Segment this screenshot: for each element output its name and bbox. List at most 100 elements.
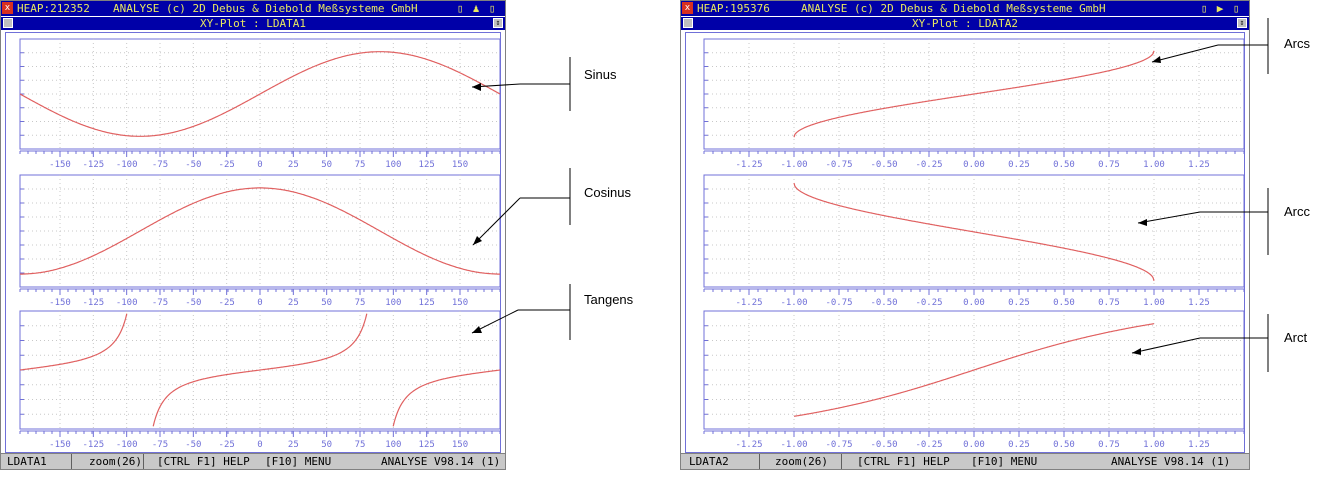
x-tick-label: 0.75 <box>1098 160 1120 170</box>
x-tick-label: -150 <box>49 160 71 170</box>
x-tick-label: -150 <box>49 440 71 450</box>
figure-icon[interactable]: ♟ <box>472 2 482 15</box>
x-tick-label: -0.75 <box>825 298 852 308</box>
x-tick-label: -0.50 <box>870 440 897 450</box>
x-tick-label: 1.25 <box>1188 160 1210 170</box>
x-tick-label: -75 <box>152 298 168 308</box>
annotation-sinus: Sinus <box>584 67 617 82</box>
status-separator <box>759 454 760 469</box>
plot-panel: -1.25 -1.00 -0.75 -0.50 -0.25 0.00 0.25 0.50 0.7… <box>703 310 1245 450</box>
app-title: ANALYSE (c) 2D Debus & Diebold Meßsystem… <box>113 2 418 15</box>
app-title: ANALYSE (c) 2D Debus & Diebold Meßsystem… <box>801 2 1106 15</box>
plot-canvas: -150 -125 -100 -75 -50 -25 0 25 50 75 100 125 150-15… <box>19 38 501 450</box>
status-zoom: zoom(26) <box>775 455 828 468</box>
x-tick-label: 0.00 <box>963 440 985 450</box>
x-tick-label: 50 <box>321 440 332 450</box>
system-menu-icon[interactable] <box>683 18 693 28</box>
x-tick-label: 0.25 <box>1008 160 1030 170</box>
x-tick-label: 25 <box>288 440 299 450</box>
status-separator <box>841 454 842 469</box>
x-tick-label: -100 <box>116 440 138 450</box>
annotation-arct: Arct <box>1284 330 1308 345</box>
x-tick-label: -125 <box>82 440 104 450</box>
screen-icon-2[interactable]: ▯ <box>488 2 498 15</box>
data-curve <box>20 187 500 275</box>
x-tick-label: 75 <box>355 298 366 308</box>
x-tick-label: 1.00 <box>1143 160 1165 170</box>
plot-title-bar: XY-Plot : LDATA2 ⇕ <box>681 17 1249 30</box>
x-tick-label: 125 <box>419 160 435 170</box>
close-icon[interactable]: x <box>2 2 13 14</box>
x-tick-label: -50 <box>185 440 201 450</box>
x-tick-label: -25 <box>219 440 235 450</box>
help-shortcut[interactable]: [CTRL F1] HELP <box>157 455 250 468</box>
data-curve <box>19 313 128 371</box>
x-tick-label: -1.00 <box>780 298 807 308</box>
x-tick-label: -0.75 <box>825 160 852 170</box>
status-bar: LDATA2 zoom(26) [CTRL F1] HELP [F10] MEN… <box>681 453 1249 469</box>
menu-shortcut[interactable]: [F10] MENU <box>971 455 1038 468</box>
title-icons: ▯ ♟ ▯ <box>453 1 501 16</box>
plot-canvas: -1.25 -1.00 -0.75 -0.50 -0.25 0.00 0.25 0.50 0.7… <box>703 38 1245 450</box>
plot-panel: -150 -125 -100 -75 -50 -25 0 25 50 75 100 125 150 <box>19 174 501 308</box>
title-icons: ▯ ▶ ▯ <box>1197 1 1245 16</box>
x-tick-label: 125 <box>419 298 435 308</box>
screen-icon[interactable]: ▯ <box>1200 2 1210 15</box>
x-tick-label: -1.00 <box>780 440 807 450</box>
x-tick-label: -0.25 <box>915 160 942 170</box>
x-tick-label: 0.00 <box>963 160 985 170</box>
title-bar[interactable]: x HEAP:212352 ANALYSE (c) 2D Debus & Die… <box>1 1 505 16</box>
status-dataset: LDATA1 <box>7 455 47 468</box>
title-bar[interactable]: x HEAP:195376 ANALYSE (c) 2D Debus & Die… <box>681 1 1249 16</box>
x-tick-label: 1.25 <box>1188 298 1210 308</box>
system-menu-icon[interactable] <box>3 18 13 28</box>
x-tick-label: -75 <box>152 160 168 170</box>
data-curve <box>793 50 1155 138</box>
heap-readout: HEAP:212352 <box>17 2 90 15</box>
screen-icon[interactable]: ▯ <box>456 2 466 15</box>
data-curve <box>152 313 368 427</box>
plot-area: -1.25 -1.00 -0.75 -0.50 -0.25 0.00 0.25 0.50 0.7… <box>685 32 1245 453</box>
x-tick-label: 50 <box>321 298 332 308</box>
close-icon[interactable]: x <box>682 2 693 14</box>
x-tick-label: -100 <box>116 298 138 308</box>
x-tick-label: 0.75 <box>1098 298 1120 308</box>
x-tick-label: -1.25 <box>735 160 762 170</box>
plot-panel: -150 -125 -100 -75 -50 -25 0 25 50 75 100 125 150 <box>19 310 501 450</box>
data-curve <box>392 369 501 427</box>
annotation-arcs: Arcs <box>1284 36 1310 51</box>
x-tick-label: -25 <box>219 298 235 308</box>
x-tick-label: 0.50 <box>1053 160 1075 170</box>
plot-panel: -1.25 -1.00 -0.75 -0.50 -0.25 0.00 0.25 0.50 0.7… <box>703 174 1245 308</box>
data-curve <box>19 51 501 137</box>
annotation-cosinus: Cosinus <box>584 185 631 200</box>
analyse-window-ldata2: x HEAP:195376 ANALYSE (c) 2D Debus & Die… <box>680 0 1250 470</box>
x-tick-label: -1.00 <box>780 160 807 170</box>
scroll-arrows-icon[interactable]: ⇕ <box>493 18 503 28</box>
pointer-icon[interactable]: ▶ <box>1216 2 1226 15</box>
plot-title-bar: XY-Plot : LDATA1 ⇕ <box>1 17 505 30</box>
x-tick-label: 100 <box>385 160 401 170</box>
x-tick-label: -75 <box>152 440 168 450</box>
x-tick-label: 150 <box>452 160 468 170</box>
status-zoom: zoom(26) <box>89 455 142 468</box>
status-bar: LDATA1 zoom(26) [CTRL F1] HELP [F10] MEN… <box>1 453 505 469</box>
x-tick-label: -0.25 <box>915 440 942 450</box>
x-tick-label: -125 <box>82 160 104 170</box>
x-tick-label: -150 <box>49 298 71 308</box>
x-tick-label: -0.50 <box>870 160 897 170</box>
plot-panel: -1.25 -1.00 -0.75 -0.50 -0.25 0.00 0.25 0.50 0.7… <box>703 38 1245 170</box>
x-tick-label: -50 <box>185 298 201 308</box>
help-shortcut[interactable]: [CTRL F1] HELP <box>857 455 950 468</box>
x-tick-label: -0.25 <box>915 298 942 308</box>
plot-title: XY-Plot : LDATA1 <box>200 17 306 30</box>
status-separator <box>143 454 144 469</box>
x-tick-label: 0.25 <box>1008 440 1030 450</box>
menu-shortcut[interactable]: [F10] MENU <box>265 455 332 468</box>
data-curve <box>793 323 1155 417</box>
x-tick-label: -25 <box>219 160 235 170</box>
x-tick-label: 1.00 <box>1143 298 1165 308</box>
screen-icon-2[interactable]: ▯ <box>1232 2 1242 15</box>
scroll-arrows-icon[interactable]: ⇕ <box>1237 18 1247 28</box>
x-tick-label: 75 <box>355 160 366 170</box>
